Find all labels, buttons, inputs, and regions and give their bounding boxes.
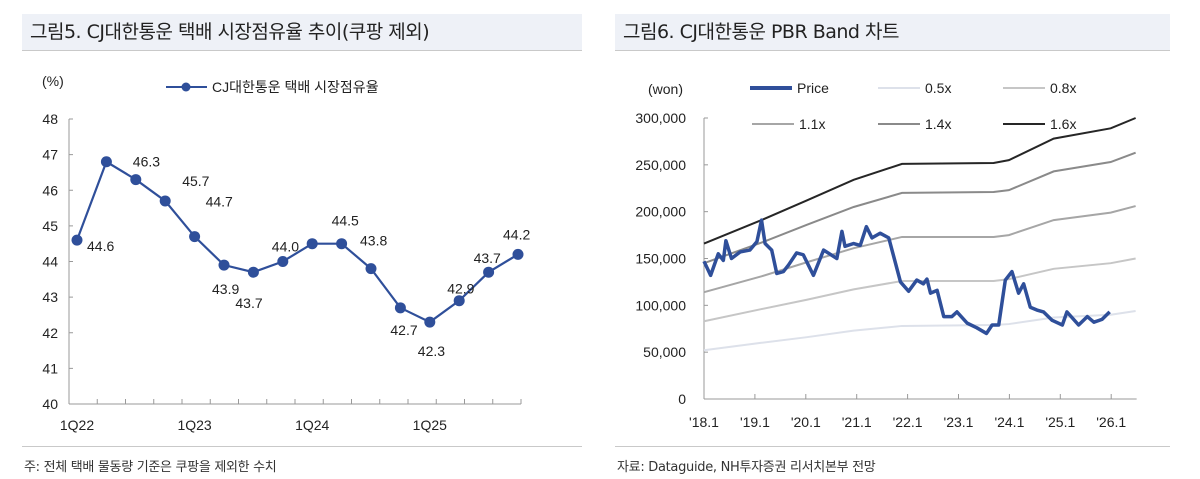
x-tick-label: 1Q22 bbox=[60, 417, 94, 433]
x-tick-label: 1Q23 bbox=[177, 417, 211, 433]
data-label: 44.0 bbox=[272, 239, 299, 255]
y-tick-label: 43 bbox=[42, 289, 58, 305]
left-chart-title: 그림5. CJ대한통운 택배 시장점유율 추이(쿠팡 제외) bbox=[22, 14, 582, 51]
y-tick-label: 48 bbox=[42, 111, 58, 127]
legend-label: Price bbox=[797, 80, 829, 96]
data-point bbox=[453, 295, 465, 307]
data-label: 44.7 bbox=[206, 194, 233, 210]
band-line-1.6x bbox=[703, 117, 1137, 245]
x-tick-label: '20.1 bbox=[791, 414, 821, 430]
data-point bbox=[306, 238, 318, 250]
data-label: 42.7 bbox=[390, 322, 417, 338]
y-tick-label: 300,000 bbox=[635, 110, 686, 126]
x-tick-label: '23.1 bbox=[944, 414, 974, 430]
y-tick-label: 150,000 bbox=[635, 251, 686, 267]
left-footnote: 주: 전체 택배 물동량 기준은 쿠팡을 제외한 수치 bbox=[24, 460, 277, 475]
band-line-1.4x bbox=[703, 151, 1136, 265]
data-label: 43.8 bbox=[360, 233, 387, 249]
y-tick-label: 50,000 bbox=[643, 344, 686, 360]
y-unit-label: (won) bbox=[648, 81, 683, 97]
y-tick-label: 250,000 bbox=[635, 157, 686, 173]
right-divider bbox=[615, 446, 1170, 447]
data-point bbox=[512, 248, 524, 260]
data-point bbox=[365, 263, 377, 275]
y-tick-label: 44 bbox=[42, 254, 58, 270]
data-point bbox=[218, 259, 230, 271]
data-label: 44.6 bbox=[87, 238, 114, 254]
legend-label: 1.4x bbox=[925, 116, 951, 132]
y-tick-label: 100,000 bbox=[635, 297, 686, 313]
legend-label: 1.6x bbox=[1050, 116, 1076, 132]
legend-label: CJ대한통운 택배 시장점유율 bbox=[212, 79, 379, 95]
x-tick-label: 1Q24 bbox=[295, 417, 329, 433]
x-tick-label: '18.1 bbox=[689, 414, 719, 430]
legend-label: 0.5x bbox=[925, 80, 951, 96]
y-tick-label: 200,000 bbox=[635, 204, 686, 220]
market-share-chart: 40 41 42 43 44 45 46 47 48 1Q22 1Q23 1Q24 1Q25 (%) CJ대… bbox=[42, 73, 530, 433]
legend-label: 0.8x bbox=[1050, 80, 1076, 96]
left-divider bbox=[22, 446, 582, 447]
right-footnote: 자료: Dataguide, NH투자증권 리서치본부 전망 bbox=[617, 460, 876, 475]
data-label: 44.2 bbox=[503, 226, 530, 242]
x-tick-label: 1Q25 bbox=[413, 417, 447, 433]
data-label: 43.9 bbox=[212, 281, 239, 297]
band-line-0.8x bbox=[703, 257, 1136, 323]
data-point bbox=[277, 256, 289, 267]
x-tick-label: '21.1 bbox=[842, 414, 872, 430]
x-tick-label: '24.1 bbox=[994, 414, 1024, 430]
y-tick-label: 47 bbox=[42, 147, 58, 163]
x-tick-label: '22.1 bbox=[893, 414, 923, 430]
x-tick-label: '19.1 bbox=[740, 414, 770, 430]
data-label: 44.5 bbox=[332, 213, 359, 229]
right-chart-title: 그림6. CJ대한통운 PBR Band 차트 bbox=[615, 14, 1170, 51]
data-point bbox=[424, 316, 436, 328]
data-point bbox=[130, 174, 142, 186]
band-line-0.5x bbox=[703, 309, 1136, 352]
data-label: 45.7 bbox=[182, 173, 209, 189]
y-unit-label: (%) bbox=[42, 73, 64, 89]
y-tick-label: 45 bbox=[42, 218, 58, 234]
price-line bbox=[702, 218, 1111, 336]
band-line-1.1x bbox=[703, 205, 1136, 294]
legend-marker bbox=[181, 82, 191, 92]
x-tick-label: '25.1 bbox=[1045, 414, 1075, 430]
data-point bbox=[159, 195, 171, 207]
y-tick-label: 40 bbox=[42, 396, 58, 412]
y-tick-label: 41 bbox=[42, 360, 58, 376]
data-label: 42.9 bbox=[447, 281, 474, 297]
data-label: 43.7 bbox=[235, 295, 262, 311]
data-point bbox=[336, 238, 348, 250]
series-line bbox=[75, 160, 519, 324]
y-tick-label: 46 bbox=[42, 182, 58, 198]
y-tick-label: 0 bbox=[678, 391, 686, 407]
data-point bbox=[100, 156, 112, 168]
data-point bbox=[71, 234, 83, 246]
data-label: 46.3 bbox=[133, 154, 160, 170]
legend-label: 1.1x bbox=[799, 116, 825, 132]
y-tick-label: 42 bbox=[42, 325, 58, 341]
data-point bbox=[394, 302, 406, 314]
data-label: 42.3 bbox=[418, 343, 445, 359]
data-point bbox=[483, 266, 495, 278]
x-tick-label: '26.1 bbox=[1096, 414, 1126, 430]
data-point bbox=[247, 266, 259, 278]
data-point bbox=[189, 231, 201, 243]
data-label: 43.7 bbox=[474, 250, 501, 266]
